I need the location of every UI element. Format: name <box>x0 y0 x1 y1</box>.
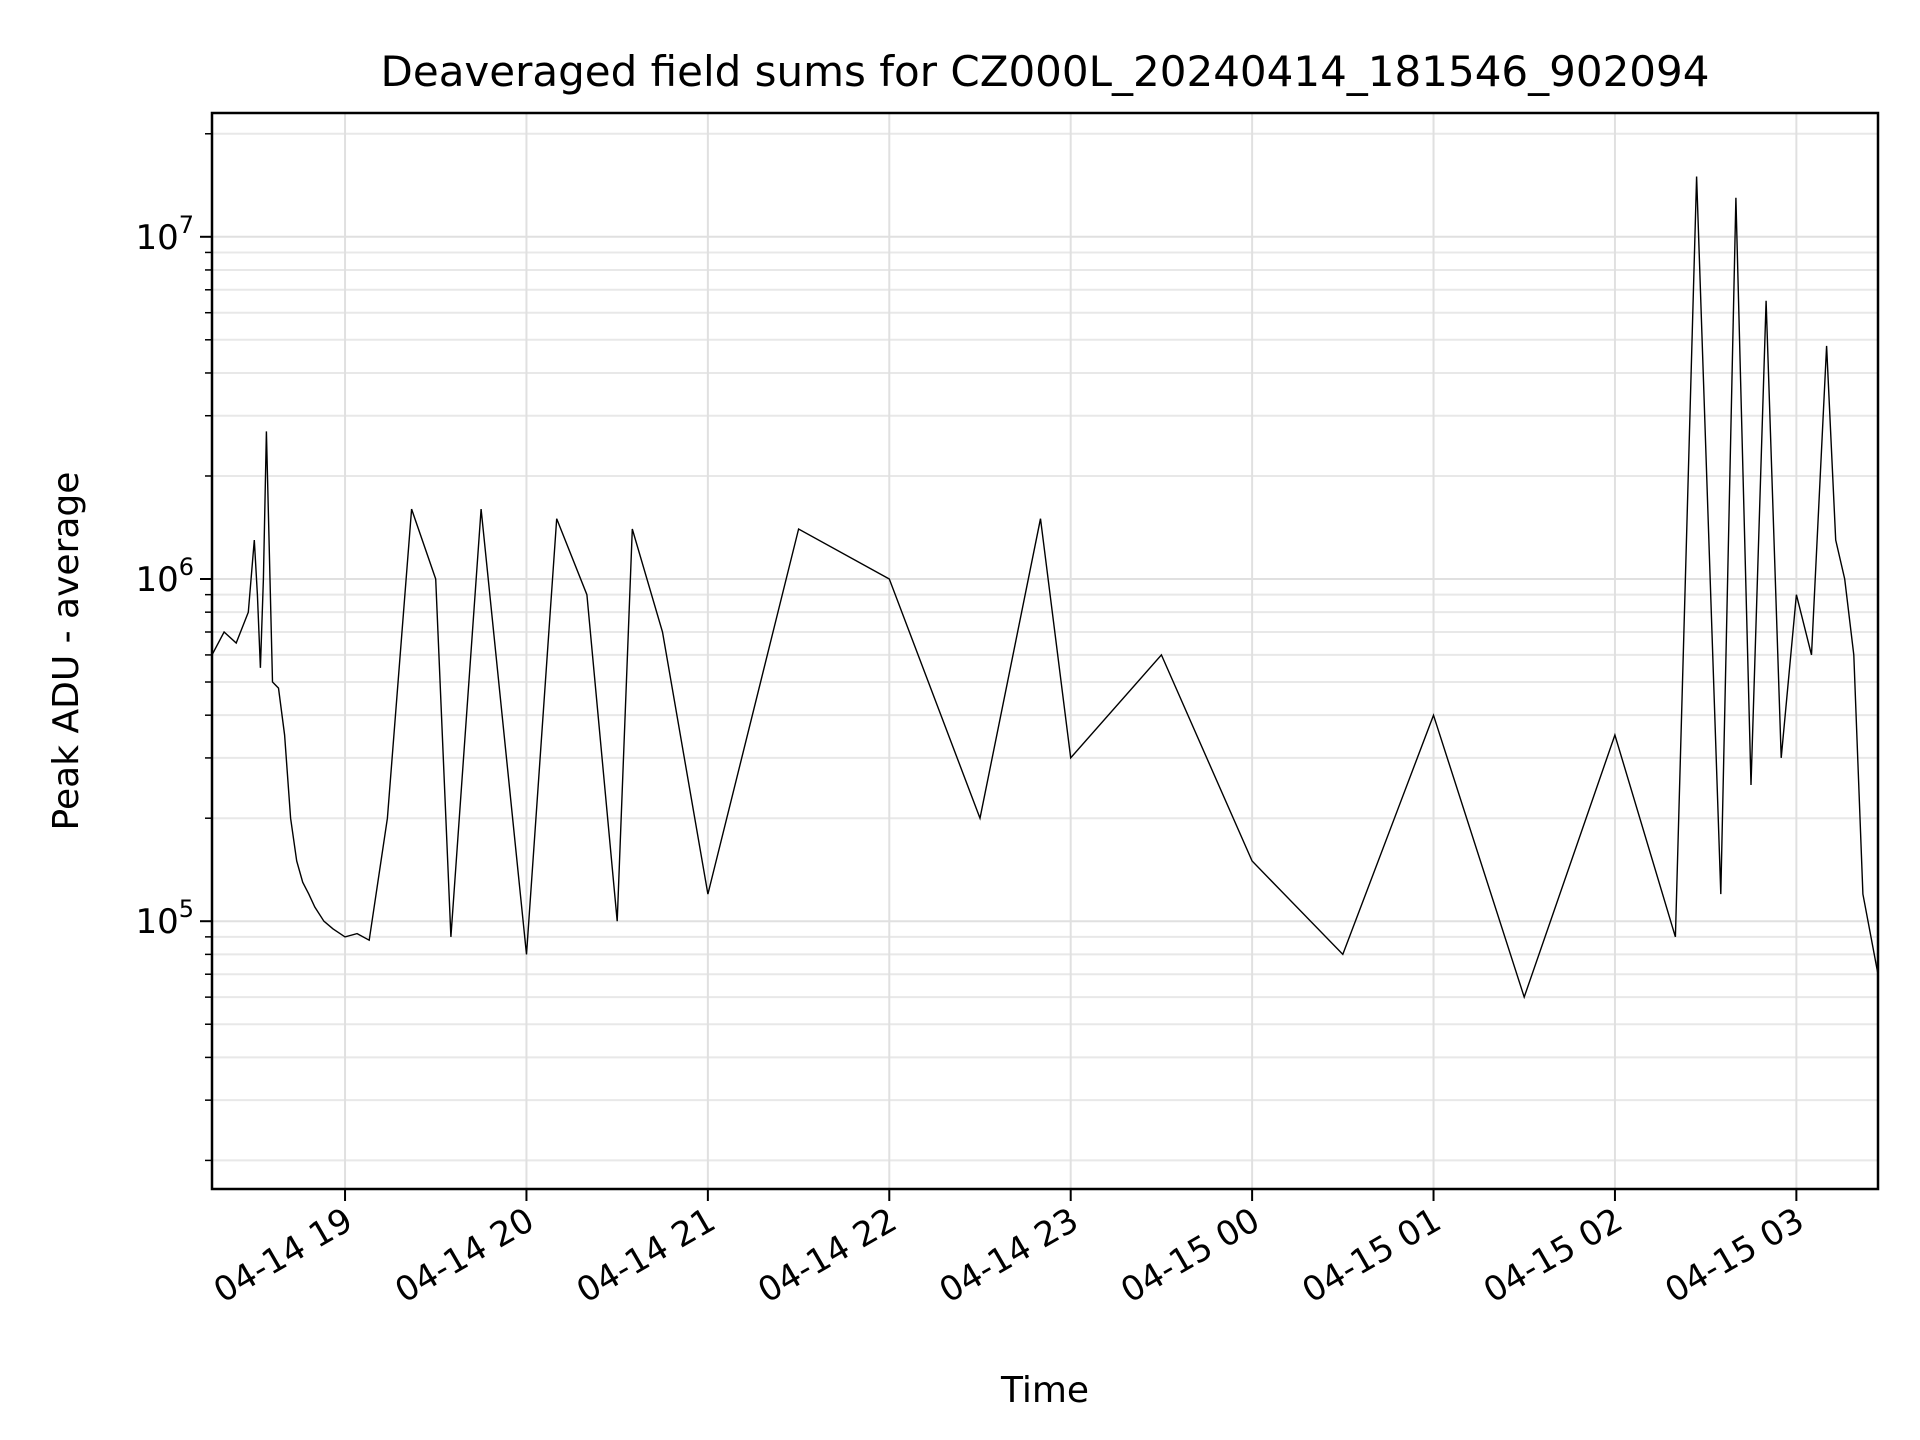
x-tick-label: 04-14 19 <box>207 1200 359 1311</box>
x-tick-label: 04-15 03 <box>1658 1200 1810 1311</box>
x-axis-label: Time <box>1000 1370 1089 1411</box>
plot-frame <box>210 111 1880 1191</box>
y-axis-label: Peak ADU - average <box>46 472 87 831</box>
series-line <box>211 176 1879 1000</box>
grid <box>212 113 1878 1189</box>
x-tick-label: 04-15 00 <box>1114 1200 1266 1311</box>
chart-title: Deaveraged field sums for CZ000L_2024041… <box>381 47 1710 96</box>
y-tick-label: 105 <box>135 895 194 942</box>
x-tick-label: 04-14 23 <box>933 1200 1085 1311</box>
x-tick-label: 04-14 20 <box>389 1200 541 1311</box>
x-tick-label: 04-15 02 <box>1477 1200 1629 1311</box>
y-tick-label: 107 <box>135 211 194 258</box>
y-tick-label: 106 <box>135 553 194 600</box>
series-layer <box>211 176 1879 1000</box>
x-tick-label: 04-15 01 <box>1296 1200 1448 1311</box>
x-tick-label: 04-14 22 <box>751 1200 903 1311</box>
axis-ticks: 105 106 107 04-14 19 04-14 20 04-14 21 04-14 2… <box>135 133 1811 1311</box>
x-tick-label: 04-14 21 <box>570 1200 722 1311</box>
